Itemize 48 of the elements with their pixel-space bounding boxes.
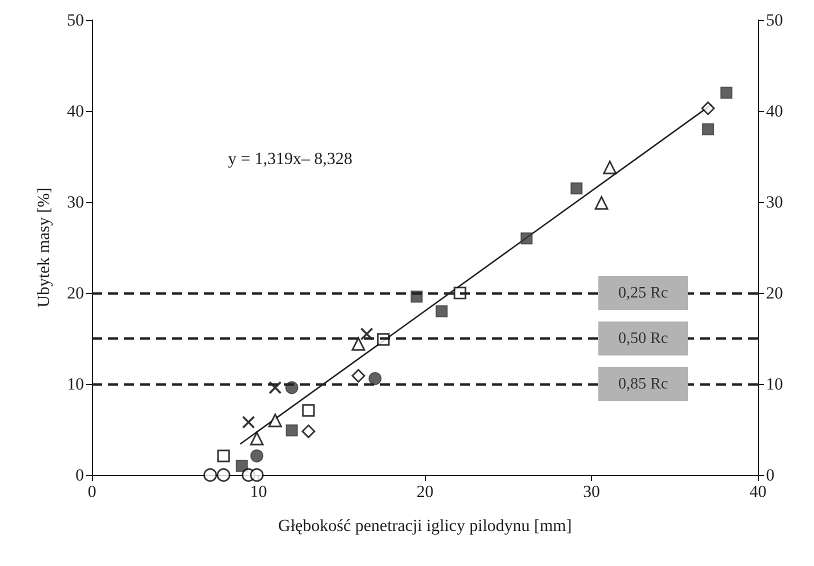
point xyxy=(217,450,230,462)
y2-tick-label: 50 xyxy=(766,10,783,30)
point xyxy=(436,305,448,318)
point xyxy=(701,101,715,116)
y-tick-label: 40 xyxy=(67,102,84,120)
point xyxy=(720,86,732,99)
y-tick-label: 0 xyxy=(76,466,84,484)
x-tick-label: 30 xyxy=(583,482,600,501)
x-tick-label: 10 xyxy=(250,482,267,501)
y-tick-label: 50 xyxy=(67,10,84,30)
y2-tick-label: 20 xyxy=(766,284,783,302)
point xyxy=(250,432,264,446)
point xyxy=(570,182,583,194)
y-tick-label: 20 xyxy=(67,284,84,302)
y2-tick-label: 30 xyxy=(766,192,783,212)
x-tick-label: 0 xyxy=(88,482,96,501)
point xyxy=(242,416,256,429)
point xyxy=(236,460,248,472)
point xyxy=(250,449,264,462)
x-tick-label: 40 xyxy=(750,482,766,501)
y-tick-label: 10 xyxy=(67,374,84,394)
point xyxy=(520,232,533,244)
point xyxy=(368,372,382,386)
point xyxy=(302,424,316,438)
point xyxy=(286,424,298,436)
y-tick-label: 30 xyxy=(67,192,84,212)
point xyxy=(302,404,315,417)
point xyxy=(203,468,218,482)
point xyxy=(352,337,366,351)
point xyxy=(352,369,366,383)
ref-line-label: 0,50 Rc xyxy=(618,330,668,347)
x-axis-title: Głębokość penetracji iglicy pilodynu [mm] xyxy=(278,516,572,535)
ref-line-label: 0,25 Rc xyxy=(618,284,668,302)
y-axis-title: Ubytek masy [%] xyxy=(34,188,53,308)
ref-line-label: 0,85 Rc xyxy=(618,376,668,392)
point xyxy=(702,123,714,136)
point xyxy=(594,196,608,210)
annotation: y = 1,319x– 8,328 xyxy=(228,149,352,168)
y2-tick-label: 10 xyxy=(766,374,783,394)
point xyxy=(603,160,617,174)
y2-tick-label: 0 xyxy=(766,466,774,484)
point xyxy=(268,414,282,428)
y2-tick-label: 40 xyxy=(766,102,783,120)
point xyxy=(268,381,282,394)
point xyxy=(360,327,374,340)
x-tick-label: 20 xyxy=(416,482,434,501)
point xyxy=(250,468,264,482)
point xyxy=(216,468,230,482)
